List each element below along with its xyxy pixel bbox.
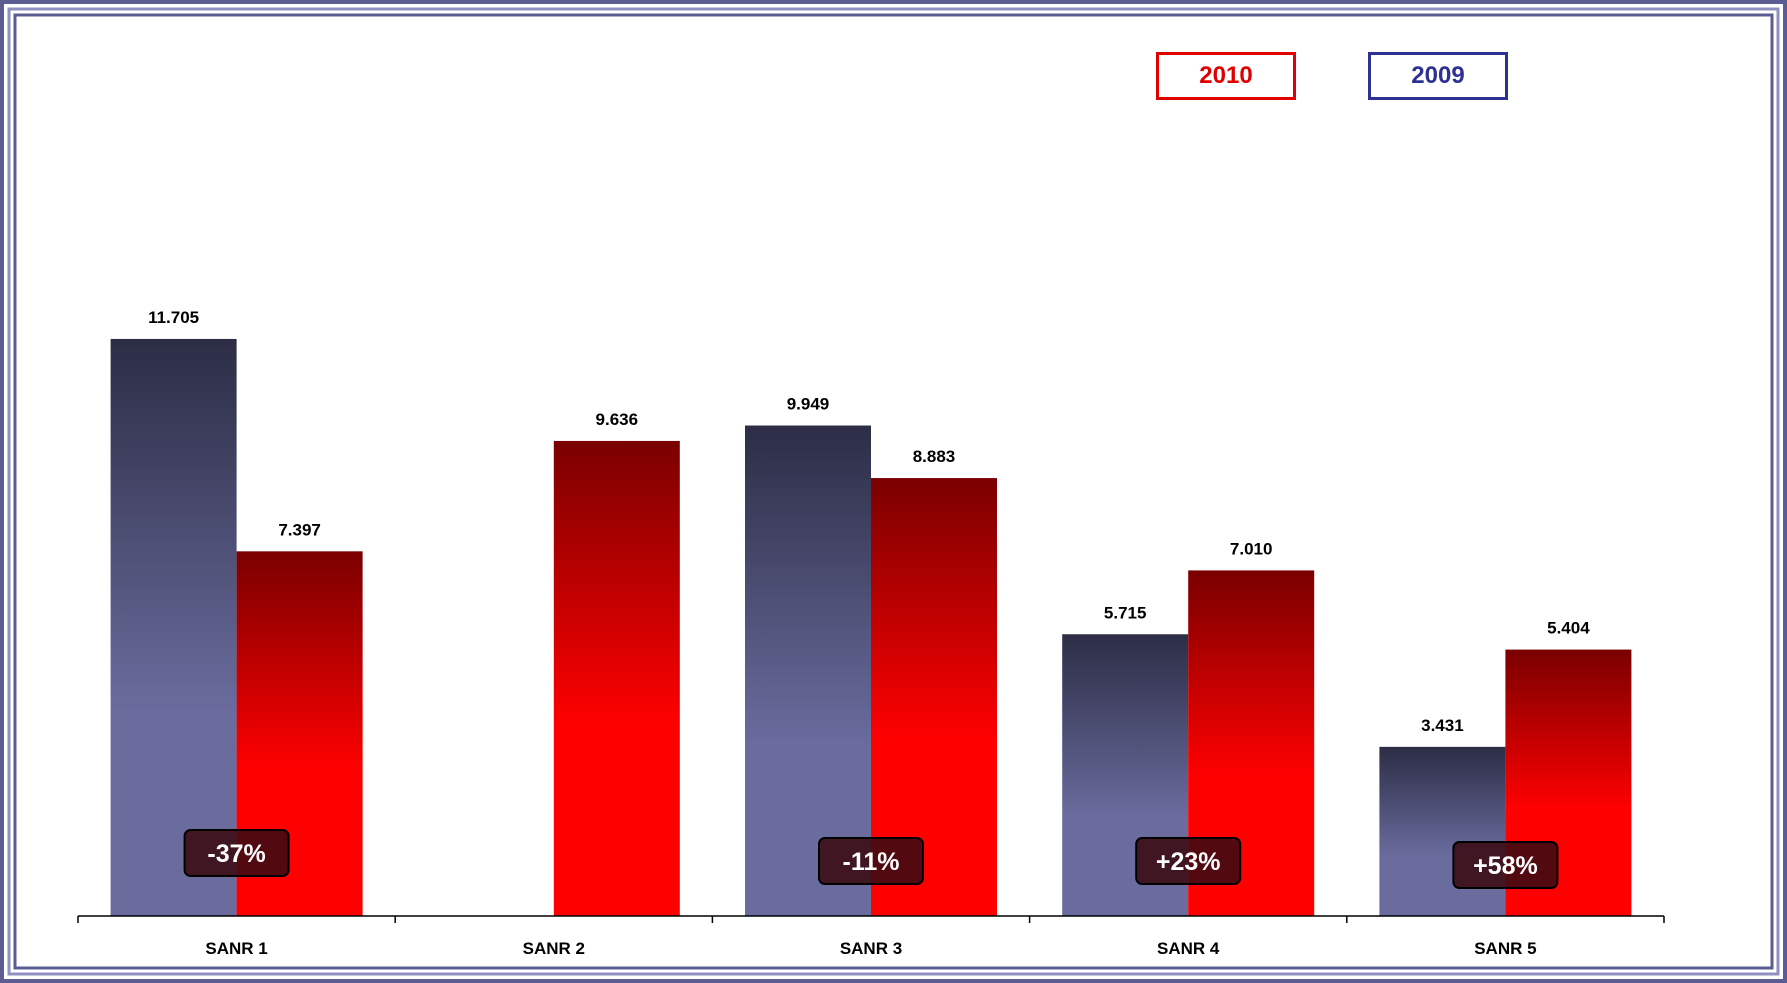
change-badge-3 (818, 837, 924, 885)
change-badge-4 (1135, 837, 1242, 885)
bar-2010-2 (553, 440, 680, 916)
value-label-2010-1: 7.397 (278, 520, 321, 539)
change-badge-5 (1452, 841, 1559, 889)
value-label-2009-3: 9.949 (787, 395, 830, 414)
change-label-4: +23% (1156, 848, 1221, 876)
change-badge-1 (183, 829, 290, 877)
value-label-2010-5: 5.404 (1547, 619, 1590, 638)
change-label-1: -37% (207, 840, 265, 868)
legend-item-2009: 2009 (1368, 52, 1508, 100)
x-tick-label-4: SANR 4 (1157, 939, 1220, 958)
x-tick-label-2: SANR 2 (523, 939, 585, 958)
value-label-2009-1: 11.705 (148, 308, 199, 327)
bar-2009-5 (1379, 746, 1506, 916)
change-label-3: -11% (843, 848, 900, 876)
change-label-5: +58% (1473, 852, 1538, 880)
x-tick-label-3: SANR 3 (840, 939, 902, 958)
bar-2009-1 (110, 338, 237, 917)
value-label-2009-5: 3.431 (1421, 716, 1464, 735)
value-label-2010-4: 7.010 (1230, 539, 1273, 558)
bar-2009-3 (745, 425, 871, 916)
x-tick-label-5: SANR 5 (1474, 939, 1536, 958)
value-label-2010-2: 9.636 (596, 410, 639, 429)
legend-item-2010: 2010 (1156, 52, 1296, 100)
value-label-2009-4: 5.715 (1104, 603, 1147, 622)
x-tick-label-1: SANR 1 (205, 939, 267, 958)
value-label-2010-3: 8.883 (913, 447, 956, 466)
